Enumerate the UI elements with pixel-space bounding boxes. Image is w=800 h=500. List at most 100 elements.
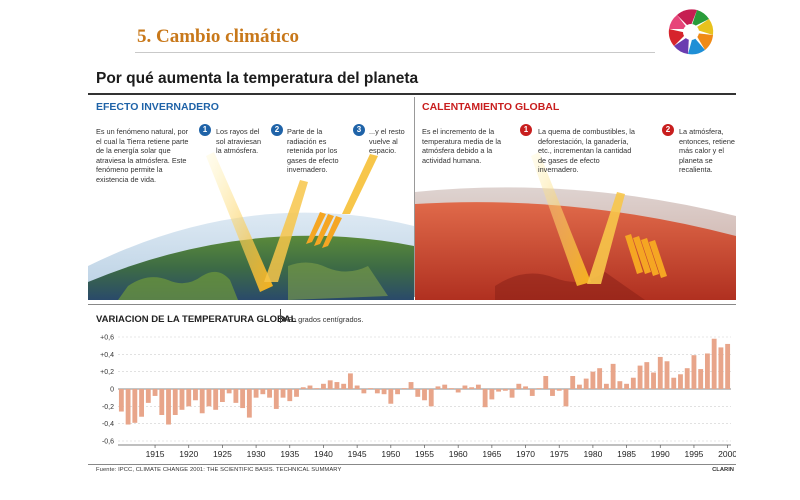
y-tick-label: -0,4 xyxy=(102,421,114,428)
credit-label: CLARIN xyxy=(712,467,734,473)
source-note: Fuente: IPCC, CLIMATE CHANGE 2001: THE S… xyxy=(96,467,342,473)
temperature-bar xyxy=(691,355,697,389)
efecto-step-3-number: 3 xyxy=(353,124,365,136)
efecto-step-2-number: 2 xyxy=(271,124,283,136)
temperature-bar xyxy=(152,389,158,396)
temperature-bar xyxy=(199,389,205,414)
temperature-bar xyxy=(684,368,690,389)
temperature-bar xyxy=(354,385,360,389)
chart-top-rule xyxy=(88,304,736,305)
infographic-title: Por qué aumenta la temperatura del plane… xyxy=(96,70,419,87)
temperature-bar xyxy=(267,389,272,398)
temperature-bar xyxy=(341,383,347,389)
efecto-scene xyxy=(88,96,414,300)
x-tick-label: 1950 xyxy=(381,449,400,459)
temperature-bar xyxy=(536,388,542,389)
x-tick-label: 1965 xyxy=(482,449,501,459)
temperature-bar xyxy=(563,389,569,407)
temperature-bar xyxy=(118,389,124,412)
temperature-bar xyxy=(374,389,380,394)
slide-title: 5. Cambio climático xyxy=(137,26,300,47)
temperature-bar-chart: +0,6 +0,4 +0,2 0 -0,2 -0,4 -0,6 1915 1920 1925 193… xyxy=(100,335,736,460)
temperature-bar xyxy=(253,389,259,398)
temperature-bar xyxy=(219,389,225,402)
temperature-bar xyxy=(644,362,650,389)
x-tick-label: 1985 xyxy=(617,449,636,459)
temperature-bar xyxy=(307,385,313,389)
temperature-bar xyxy=(671,377,677,389)
temperature-bar xyxy=(401,388,407,389)
y-tick-label: +0,6 xyxy=(100,335,114,342)
efecto-step-3-text: ...y el resto vuelve al espacio. xyxy=(369,127,405,156)
temperature-bar xyxy=(603,383,609,389)
temperature-bar xyxy=(502,389,508,391)
temperature-bar xyxy=(388,389,394,404)
temperature-bar xyxy=(516,383,522,389)
x-tick-label: 1940 xyxy=(314,449,333,459)
temperature-bar xyxy=(206,389,212,407)
temperature-bar xyxy=(395,389,400,395)
temperature-bar xyxy=(664,361,670,389)
temperature-bar xyxy=(583,378,589,389)
temperature-bar xyxy=(368,388,374,389)
source-rule xyxy=(88,464,736,465)
temperature-bar xyxy=(624,383,630,389)
temperature-bar xyxy=(630,377,636,389)
temperature-bar xyxy=(179,389,185,410)
chart-title: VARIACION DE LA TEMPERATURA GLOBAL xyxy=(96,314,297,325)
temperature-bar xyxy=(233,389,239,403)
temperature-bar xyxy=(455,389,461,393)
temperature-bar xyxy=(678,374,683,389)
temperature-bar xyxy=(435,386,441,389)
calentamiento-scene xyxy=(415,96,736,300)
temperature-bar xyxy=(381,389,387,395)
x-tick-label: 1935 xyxy=(280,449,299,459)
calentamiento-global-heading: CALENTAMIENTO GLOBAL xyxy=(422,101,560,113)
temperature-bar xyxy=(509,389,515,398)
temperature-bar xyxy=(314,388,320,389)
temperature-bar xyxy=(280,389,286,398)
panel-divider xyxy=(414,97,415,297)
temperature-bar xyxy=(637,365,643,389)
calentamiento-step-2-text: La atmósfera, entonces, retiene más calo… xyxy=(679,127,735,175)
temperature-bar xyxy=(294,389,299,397)
efecto-step-1-number: 1 xyxy=(199,124,211,136)
temperature-bar xyxy=(132,389,138,423)
y-tick-label: -0,2 xyxy=(102,404,114,411)
temperature-bar xyxy=(327,380,333,389)
x-tick-label: 1975 xyxy=(550,449,569,459)
temperature-bar xyxy=(226,389,232,394)
temperature-bar xyxy=(462,385,468,389)
infographic-title-rule xyxy=(88,93,736,95)
temperature-bar xyxy=(166,389,171,425)
temperature-bar xyxy=(475,384,481,389)
x-tick-label: 1920 xyxy=(179,449,198,459)
temperature-bar xyxy=(347,373,353,389)
temperature-bar xyxy=(300,387,306,389)
temperature-bar xyxy=(698,369,704,389)
temperature-bar xyxy=(597,368,603,389)
y-tick-label: +0,4 xyxy=(100,352,114,359)
calentamiento-step-1-text: La quema de combustibles, la deforestaci… xyxy=(538,127,635,175)
temperature-bar xyxy=(415,389,421,397)
temperature-bar xyxy=(442,384,448,389)
x-tick-label: 1925 xyxy=(213,449,232,459)
efecto-description: Es un fenómeno natural, por el cual la T… xyxy=(96,127,189,184)
chart-title-separator xyxy=(280,309,281,323)
temperature-bar xyxy=(482,389,488,408)
temperature-bar xyxy=(193,389,198,401)
temperature-bar xyxy=(657,356,663,389)
temperature-bar xyxy=(725,343,731,389)
temperature-bar xyxy=(590,371,596,389)
temperature-bar xyxy=(287,389,293,402)
temperature-bar xyxy=(125,389,131,425)
calentamiento-step-2-number: 2 xyxy=(662,124,674,136)
temperature-bar xyxy=(556,389,562,391)
temperature-bar xyxy=(704,353,710,389)
temperature-bar xyxy=(428,389,434,407)
temperature-bar xyxy=(246,389,252,418)
temperature-bar xyxy=(529,389,535,396)
y-tick-label: 0 xyxy=(110,387,114,394)
temperature-bar xyxy=(570,376,576,389)
temperature-bar xyxy=(213,389,219,410)
